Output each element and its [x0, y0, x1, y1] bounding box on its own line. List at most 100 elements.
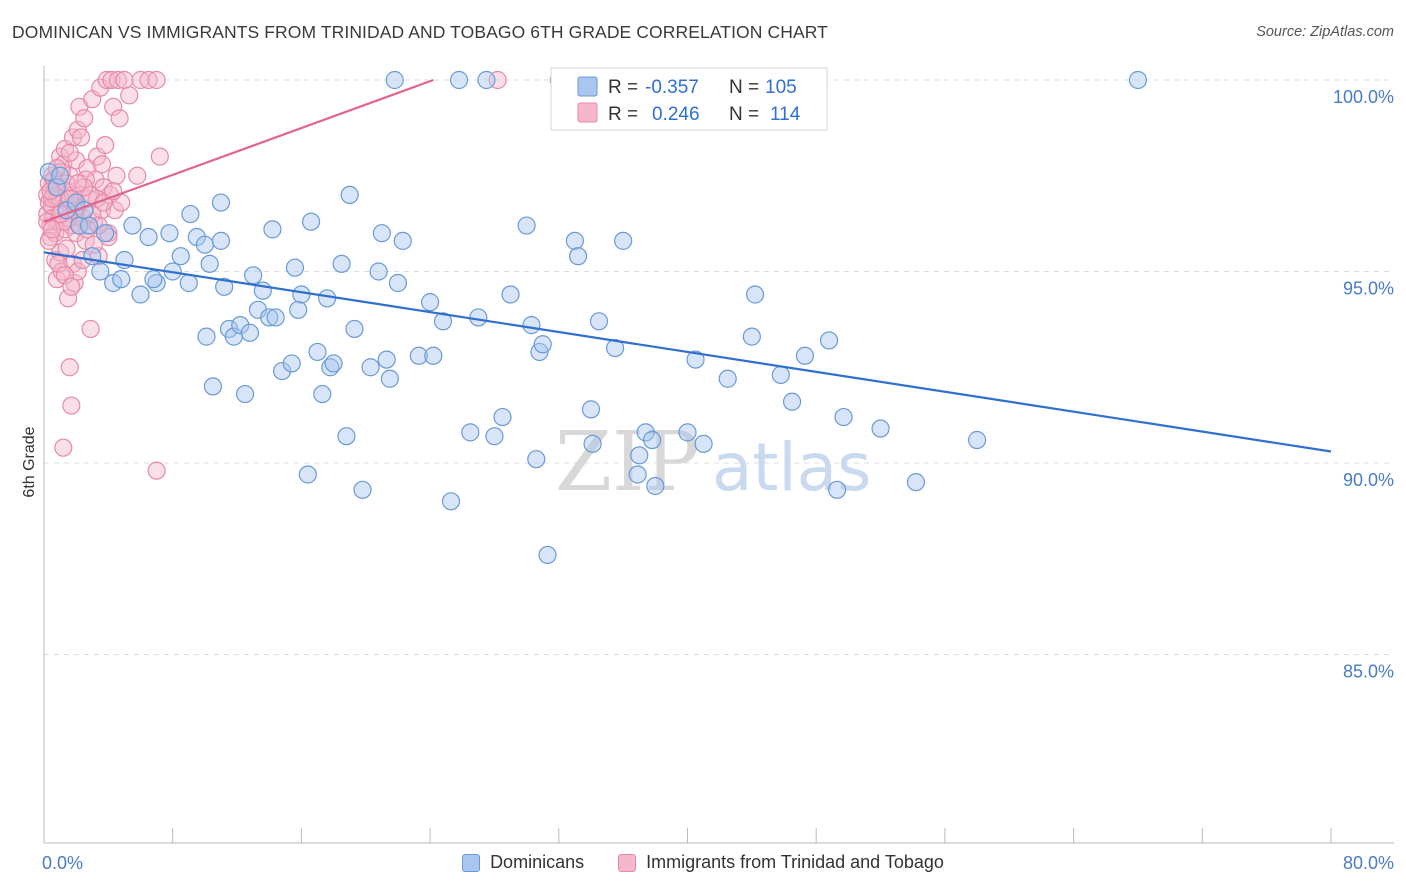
- y-tick-label-0: 100.0%: [1333, 87, 1394, 107]
- point-blue-13: [139, 227, 158, 247]
- point-blue-74: [569, 247, 588, 266]
- point-blue-111: [340, 185, 359, 204]
- point-blue-78: [614, 231, 633, 250]
- point-pink-61: [104, 97, 123, 116]
- point-blue-64: [485, 427, 504, 446]
- point-blue-45: [324, 354, 343, 373]
- point-blue-89: [795, 346, 815, 365]
- point-blue-54: [385, 70, 404, 90]
- point-blue-48: [345, 319, 364, 339]
- point-pink-78: [42, 189, 62, 208]
- point-blue-10: [112, 270, 131, 289]
- point-blue-47: [337, 427, 356, 446]
- point-blue-103: [469, 308, 488, 327]
- point-blue-42: [308, 342, 327, 362]
- point-blue-50: [361, 358, 380, 377]
- point-blue-94: [1128, 70, 1148, 90]
- point-blue-101: [318, 289, 337, 308]
- watermark-atlas: atlas: [712, 429, 872, 506]
- point-pink-82: [71, 128, 91, 147]
- x-tick-label-0: 0.0%: [42, 853, 83, 873]
- x-tick-label-1: 80.0%: [1343, 853, 1394, 873]
- point-blue-70: [533, 335, 552, 354]
- point-blue-85: [694, 434, 713, 453]
- watermark: ZIP atlas: [555, 415, 872, 510]
- point-blue-86: [742, 327, 761, 346]
- point-blue-61: [449, 70, 469, 90]
- stats-legend: R = -0.357 N = 105 R = 0.246 N = 114: [550, 67, 828, 131]
- series-blue-points: [39, 70, 1148, 565]
- point-blue-109: [967, 430, 987, 450]
- point-pink-68: [120, 86, 139, 105]
- legend-label-trinidad-tobago: Immigrants from Trinidad and Tobago: [646, 852, 944, 872]
- point-blue-77: [589, 312, 609, 331]
- point-pink-27: [59, 289, 78, 308]
- point-pink-88: [62, 277, 81, 296]
- point-blue-90: [819, 331, 839, 350]
- point-pink-85: [39, 231, 58, 250]
- point-pink-69: [128, 166, 147, 185]
- stats-r-value-pink: 0.246: [652, 104, 700, 125]
- point-blue-114: [372, 224, 391, 243]
- point-blue-40: [298, 465, 317, 484]
- point-pink-73: [150, 147, 169, 166]
- point-pink-47: [81, 319, 100, 339]
- point-blue-2: [50, 166, 70, 185]
- stats-r-value-blue: -0.357: [645, 77, 699, 98]
- point-blue-29: [235, 384, 255, 404]
- chart-title: DOMINICAN VS IMMIGRANTS FROM TRINIDAD AN…: [12, 22, 828, 42]
- point-blue-100: [244, 266, 263, 285]
- point-blue-12: [131, 285, 150, 304]
- point-pink-65: [110, 109, 129, 128]
- point-blue-84: [678, 423, 697, 442]
- point-blue-8: [91, 262, 110, 281]
- point-blue-52: [377, 350, 396, 369]
- point-blue-43: [313, 384, 332, 404]
- point-blue-11: [123, 216, 142, 235]
- point-blue-15: [160, 224, 179, 243]
- point-pink-56: [96, 136, 115, 155]
- stats-r-label-pink: R =: [608, 104, 638, 125]
- point-blue-98: [144, 270, 163, 289]
- stats-n-label-blue: N =: [729, 77, 759, 98]
- point-blue-24: [211, 231, 231, 250]
- point-blue-102: [421, 293, 440, 312]
- point-pink-74: [147, 461, 166, 480]
- point-blue-59: [433, 312, 453, 331]
- point-blue-37: [285, 258, 305, 277]
- point-blue-67: [522, 316, 541, 335]
- point-blue-28: [231, 316, 250, 335]
- legend-item-trinidad-tobago[interactable]: Immigrants from Trinidad and Tobago: [618, 852, 944, 873]
- point-blue-33: [260, 308, 279, 327]
- point-blue-57: [409, 346, 428, 365]
- stats-n-value-blue: 105: [765, 77, 797, 98]
- point-pink-72: [147, 70, 166, 90]
- legend-label-dominicans: Dominicans: [490, 852, 585, 872]
- point-blue-17: [179, 273, 198, 293]
- point-pink-24: [57, 239, 76, 258]
- point-blue-76: [583, 434, 602, 453]
- y-tick-label-1: 95.0%: [1343, 279, 1394, 299]
- point-blue-58: [424, 346, 443, 365]
- point-blue-49: [353, 480, 372, 499]
- point-blue-6: [79, 216, 99, 235]
- point-blue-82: [643, 430, 662, 450]
- point-blue-22: [200, 254, 219, 273]
- legend-swatch-pink: [618, 853, 637, 872]
- point-blue-39: [292, 285, 311, 304]
- legend-item-dominicans[interactable]: Dominicans: [462, 852, 584, 873]
- point-blue-104: [606, 339, 625, 358]
- grid-lines: [44, 79, 1394, 655]
- point-blue-60: [441, 492, 461, 511]
- trend-lines: [43, 78, 1332, 453]
- point-blue-113: [263, 220, 282, 239]
- point-blue-38: [289, 300, 308, 319]
- trend-line-pink: [43, 78, 434, 223]
- point-blue-1: [47, 178, 66, 197]
- watermark-zip: ZIP: [555, 415, 700, 510]
- point-blue-0: [39, 162, 58, 182]
- legend-swatch-blue: [462, 853, 481, 872]
- point-blue-23: [203, 377, 223, 396]
- point-blue-30: [240, 323, 260, 342]
- point-blue-36: [282, 354, 301, 373]
